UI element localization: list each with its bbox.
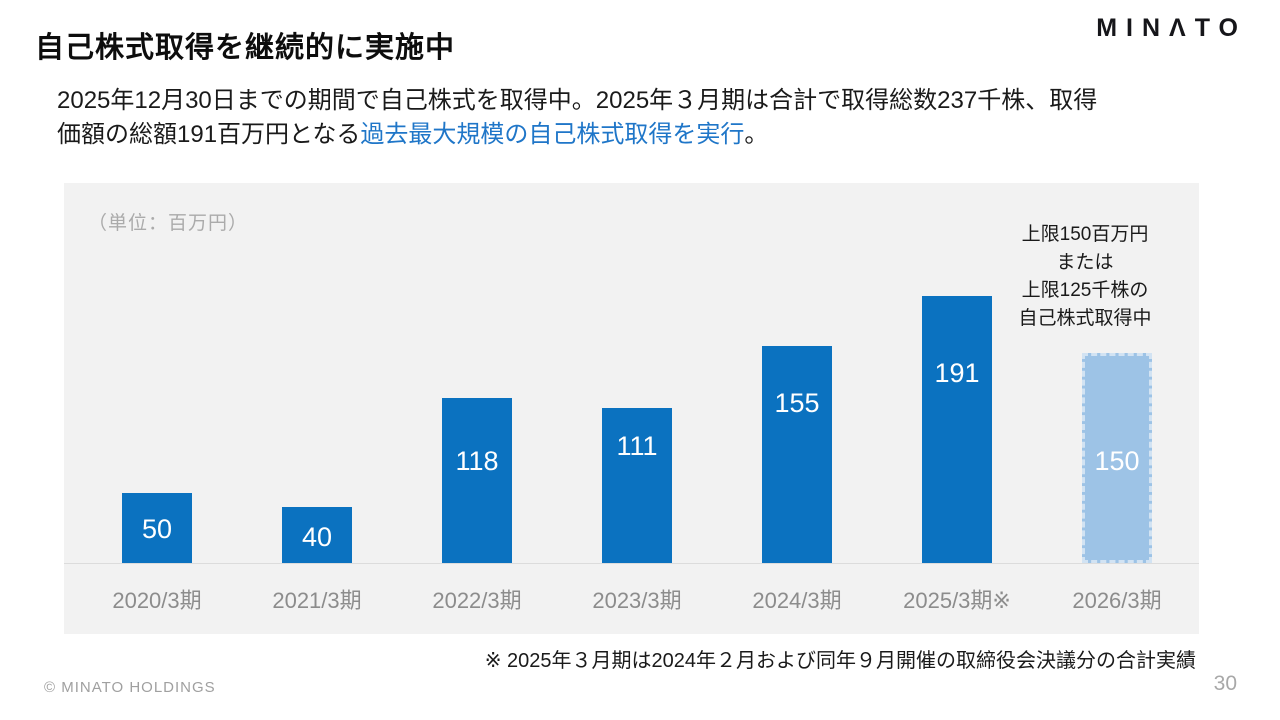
bar: 40 [282, 507, 352, 563]
buyback-limit-annotation: 上限150百万円 または上限125千株の 自己株式取得中 [977, 221, 1193, 333]
minato-logo: MINΛTO [1096, 14, 1247, 42]
footnote: ※ 2025年３月期は2024年２月および同年９月開催の取締役会決議分の合計実績 [484, 650, 1196, 672]
bar-planned: 150 [1082, 353, 1152, 563]
x-axis-label: 2024/3期 [752, 588, 842, 613]
copyright: © MINATO HOLDINGS [44, 679, 216, 696]
x-axis-label: 2020/3期 [112, 588, 202, 613]
page-title: 自己株式取得を継続的に実施中 [35, 32, 456, 64]
annotation-line: または [1056, 252, 1114, 273]
unit-label: （単位：百万円） [88, 213, 249, 234]
bar: 155 [762, 346, 832, 563]
page-number: 30 [1213, 672, 1237, 695]
x-axis-label: 2021/3期 [272, 588, 362, 613]
bar: 118 [442, 398, 512, 563]
chart-panel: （単位：百万円） 上限150百万円 または上限125千株の 自己株式取得中 50 20… [64, 183, 1199, 634]
x-axis-label: 2025/3期※ [903, 588, 1011, 613]
annotation-line: 上限150百万円 [1021, 224, 1149, 245]
lead-line1: 2025年12月30日までの期間で自己株式を取得中。2025年３月期は合計で取得… [57, 87, 1098, 114]
x-axis-line [64, 563, 1199, 564]
bar: 50 [122, 493, 192, 563]
annotation-line: 自己株式取得中 [1018, 308, 1152, 329]
bar: 191 [922, 296, 992, 563]
bar: 111 [602, 408, 672, 563]
lead-line2-prefix: 価額の総額191百万円となる [57, 121, 361, 148]
lead-paragraph: 2025年12月30日までの期間で自己株式を取得中。2025年３月期は合計で取得… [57, 84, 1217, 152]
x-axis-label: 2022/3期 [432, 588, 522, 613]
lead-line2-suffix: 。 [744, 121, 769, 148]
x-axis-label: 2023/3期 [592, 588, 682, 613]
annotation-line: 上限125千株の [1021, 280, 1149, 301]
lead-highlight-text: 過去最大規模の自己株式取得を実行 [360, 121, 745, 148]
x-axis-label: 2026/3期 [1072, 588, 1162, 613]
